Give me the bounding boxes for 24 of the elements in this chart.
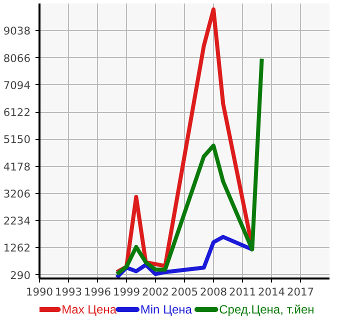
x-tick-label: 1996 (84, 286, 112, 298)
y-tick-label: 5150 (3, 133, 31, 146)
y-tick-label: 7094 (3, 78, 31, 92)
x-tick-label: 2008 (200, 286, 228, 298)
x-tick-label: 2002 (142, 286, 170, 298)
x-tick-label: 2005 (170, 286, 198, 298)
line-series (114, 56, 264, 276)
x-tick-label: 1993 (54, 286, 82, 298)
y-tick-label: 3206 (3, 187, 31, 200)
y-tick-label: 2234 (3, 214, 31, 228)
x-tick-label: 2014 (258, 286, 286, 298)
y-tick-label: 6122 (3, 106, 31, 120)
y-tick-label: 290 (10, 268, 31, 282)
legend-label: Сред.Цена, т.йен (219, 302, 314, 316)
x-tick-label: 1999 (112, 286, 140, 298)
y-tick-label: 9038 (3, 24, 31, 38)
y-tick-label: 4178 (3, 160, 31, 174)
legend-label: Max Цена (62, 302, 117, 316)
x-tick-label: 2011 (228, 286, 256, 298)
x-tick-label: 1990 (26, 286, 54, 298)
legend-label: Min Цена (140, 302, 192, 316)
y-tick-label: 1262 (3, 242, 31, 255)
y-tick-label: 8066 (3, 52, 31, 65)
x-tick-label: 2017 (286, 286, 314, 298)
